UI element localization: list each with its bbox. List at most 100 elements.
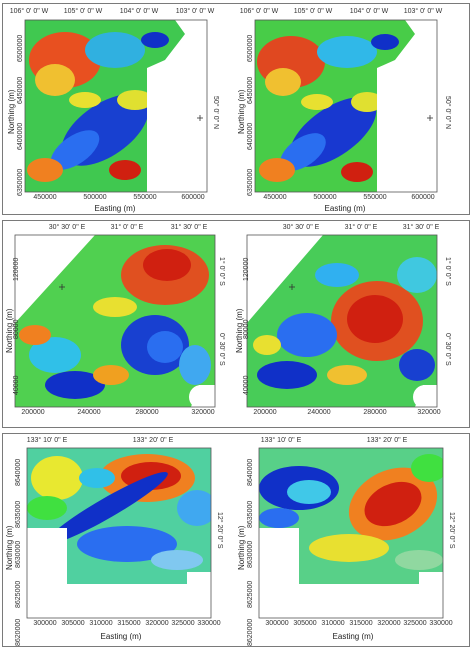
x-tick: 310000 [321, 620, 345, 627]
y-tick: 8630000 [247, 540, 254, 568]
right-label: 50° 0' 0" N [444, 96, 451, 130]
top-label: 133° 20' 0" E [132, 437, 174, 444]
top-label: 133° 10' 0" E [260, 437, 302, 444]
y-tick: 6400000 [247, 122, 254, 150]
top-label: 30° 30' 0" E [48, 224, 86, 231]
x-tick: 315000 [117, 620, 141, 627]
y-tick: 120000 [13, 257, 20, 281]
x-tick: 300000 [265, 620, 289, 627]
y-tick: 8630000 [15, 540, 22, 568]
y-tick: 80000 [243, 319, 250, 339]
right-label: 50° 0' 0" N [212, 96, 219, 130]
x-tick: 300000 [33, 620, 57, 627]
y-tick: 6450000 [17, 76, 24, 104]
y-tick: 8635000 [15, 500, 22, 528]
x-tick: 200000 [21, 409, 45, 416]
top-label: 104° 0' 0" W [119, 8, 159, 15]
magnetic-anomaly-image [26, 447, 212, 619]
y-tick: 6500000 [247, 34, 254, 62]
x-tick: 305000 [293, 620, 317, 627]
x-tick: 320000 [191, 409, 215, 416]
x-tick: 550000 [363, 194, 387, 201]
magnetic-anomaly-image [14, 234, 216, 409]
x-tick: 450000 [33, 194, 57, 201]
map-2-left [14, 234, 216, 409]
map-2-right [246, 234, 438, 409]
panel-2: 30° 30' 0" E 31° 0' 0" E 31° 30' 0" E 1°… [2, 220, 470, 428]
right-label: 12° 20' 0" S [448, 512, 455, 549]
top-label: 106° 0' 0" W [239, 8, 279, 15]
x-tick: 200000 [253, 409, 277, 416]
y-axis-title: Northing (m) [7, 89, 16, 134]
y-tick: 8620000 [15, 618, 22, 646]
y-tick: 8635000 [247, 500, 254, 528]
x-tick: 240000 [307, 409, 331, 416]
panel-1: 106° 0' 0" W 105° 0' 0" W 104° 0' 0" W 1… [2, 3, 470, 215]
y-tick: 6450000 [247, 76, 254, 104]
x-tick: 305000 [61, 620, 85, 627]
right-label: 1° 0' 0" S [218, 257, 225, 286]
x-tick: 550000 [133, 194, 157, 201]
y-tick: 6350000 [247, 168, 254, 196]
y-tick: 8625000 [247, 580, 254, 608]
right-label: 12° 20' 0" S [216, 512, 223, 549]
x-tick: 325000 [171, 620, 195, 627]
y-tick: 40000 [13, 375, 20, 395]
y-tick: 8625000 [15, 580, 22, 608]
x-tick: 500000 [83, 194, 107, 201]
x-axis-title: Easting (m) [94, 204, 136, 213]
y-tick: 120000 [243, 257, 250, 281]
magnetic-anomaly-image [24, 19, 208, 193]
x-tick: 330000 [197, 620, 221, 627]
map-3-right [258, 447, 444, 619]
top-label: 31° 0' 0" E [344, 224, 378, 231]
x-tick: 240000 [77, 409, 101, 416]
top-label: 103° 0' 0" W [175, 8, 215, 15]
x-axis-title: Easting (m) [100, 632, 142, 641]
y-tick: 6350000 [17, 168, 24, 196]
top-label: 103° 0' 0" W [403, 8, 443, 15]
y-tick: 6500000 [17, 34, 24, 62]
y-axis-title: Northing (m) [237, 89, 246, 134]
x-tick: 320000 [417, 409, 441, 416]
top-label: 104° 0' 0" W [349, 8, 389, 15]
x-tick: 310000 [89, 620, 113, 627]
magnetic-anomaly-image [258, 447, 444, 619]
right-label: 0° 30' 0" S [444, 333, 451, 366]
top-label: 30° 30' 0" E [282, 224, 320, 231]
x-tick: 330000 [429, 620, 453, 627]
panel-3: 133° 10' 0" E 133° 20' 0" E 12° 20' 0" S… [2, 433, 470, 647]
x-tick: 500000 [313, 194, 337, 201]
x-tick: 320000 [377, 620, 401, 627]
x-tick: 450000 [263, 194, 287, 201]
x-axis-title: Easting (m) [324, 204, 366, 213]
x-tick: 600000 [181, 194, 205, 201]
map-1-left [24, 19, 208, 193]
magnetic-anomaly-image [246, 234, 438, 409]
y-tick: 8640000 [247, 458, 254, 486]
y-tick: 40000 [243, 375, 250, 395]
top-label: 133° 10' 0" E [26, 437, 68, 444]
y-axis-title: Northing (m) [5, 525, 14, 570]
right-label: 1° 0' 0" S [444, 257, 451, 286]
x-tick: 315000 [349, 620, 373, 627]
top-label: 105° 0' 0" W [63, 8, 103, 15]
top-label: 133° 20' 0" E [366, 437, 408, 444]
top-label: 31° 30' 0" E [402, 224, 440, 231]
y-tick: 80000 [13, 319, 20, 339]
x-tick: 325000 [403, 620, 427, 627]
x-axis-title: Easting (m) [332, 632, 374, 641]
x-tick: 320000 [145, 620, 169, 627]
map-1-right [254, 19, 438, 193]
magnetic-anomaly-image [254, 19, 438, 193]
map-3-left [26, 447, 212, 619]
top-label: 105° 0' 0" W [293, 8, 333, 15]
right-label: 0° 30' 0" S [218, 333, 225, 366]
y-tick: 8640000 [15, 458, 22, 486]
top-label: 31° 30' 0" E [170, 224, 208, 231]
y-tick: 8620000 [247, 618, 254, 646]
y-tick: 6400000 [17, 122, 24, 150]
x-tick: 280000 [363, 409, 387, 416]
y-axis-title: Northing (m) [237, 525, 246, 570]
x-tick: 280000 [135, 409, 159, 416]
